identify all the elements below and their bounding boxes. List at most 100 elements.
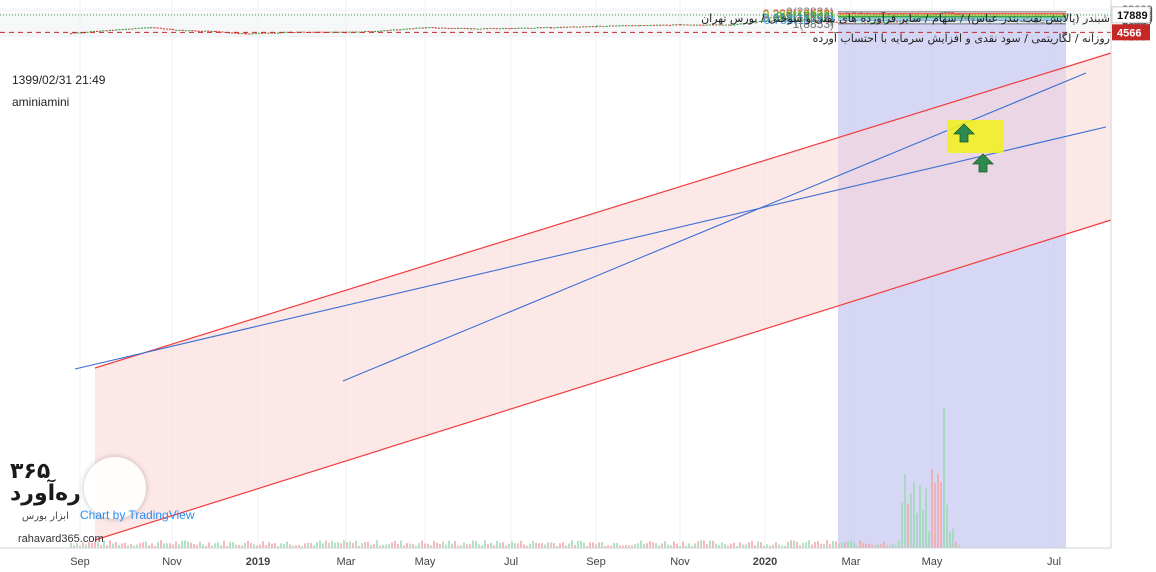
volume-bar bbox=[682, 541, 684, 548]
candle-body bbox=[605, 25, 608, 27]
volume-bar bbox=[379, 545, 381, 548]
volume-bar bbox=[886, 545, 888, 548]
volume-bar bbox=[589, 542, 591, 548]
volume-bar bbox=[472, 540, 474, 548]
volume-bar bbox=[361, 543, 363, 548]
volume-bar bbox=[373, 544, 375, 548]
volume-bar bbox=[232, 542, 234, 548]
candle-body bbox=[380, 30, 383, 32]
volume-bar bbox=[196, 544, 198, 548]
volume-bar bbox=[898, 540, 900, 548]
candle-body bbox=[70, 33, 73, 35]
candle-body bbox=[835, 21, 838, 23]
candle-body bbox=[572, 26, 575, 28]
x-tick-label: Sep bbox=[586, 556, 606, 568]
candle-body bbox=[702, 24, 705, 26]
candle-body bbox=[662, 24, 665, 26]
volume-bar bbox=[349, 541, 351, 548]
volume-bar bbox=[160, 540, 162, 548]
candle-body bbox=[245, 33, 248, 35]
volume-bar bbox=[715, 543, 717, 548]
candle-body bbox=[696, 24, 699, 26]
volume-bar bbox=[340, 543, 342, 548]
volume-bar bbox=[667, 544, 669, 548]
volume-bar bbox=[112, 543, 114, 548]
candle-body bbox=[628, 25, 631, 27]
volume-bar bbox=[319, 540, 321, 548]
volume-bar bbox=[295, 545, 297, 548]
volume-bar bbox=[724, 543, 726, 548]
candle-body bbox=[86, 31, 89, 33]
candle-body bbox=[204, 30, 207, 32]
volume-bar bbox=[346, 542, 348, 548]
candle-body bbox=[771, 20, 774, 22]
volume-bar bbox=[175, 541, 177, 548]
candle-body bbox=[331, 31, 334, 33]
volume-bar bbox=[94, 541, 96, 548]
volume-bar bbox=[943, 408, 945, 548]
candle-body bbox=[582, 26, 585, 28]
candle-body bbox=[945, 11, 948, 13]
volume-bar bbox=[121, 543, 123, 548]
volume-bar bbox=[652, 542, 654, 548]
volume-bar bbox=[412, 544, 414, 548]
candle-body bbox=[591, 26, 594, 28]
candle-body bbox=[194, 30, 197, 32]
site-link[interactable]: rahavard365.com bbox=[18, 533, 104, 545]
volume-bar bbox=[565, 545, 567, 548]
volume-bar bbox=[289, 544, 291, 548]
candle-body bbox=[159, 27, 162, 29]
candle-body bbox=[134, 28, 137, 30]
volume-bar bbox=[376, 540, 378, 548]
volume-bar bbox=[586, 545, 588, 548]
volume-bar bbox=[748, 542, 750, 548]
candle-body bbox=[608, 25, 611, 27]
x-tick-label: Jul bbox=[504, 556, 518, 568]
volume-bar bbox=[670, 545, 672, 548]
volume-bar bbox=[562, 542, 564, 548]
volume-bar bbox=[475, 541, 477, 548]
volume-bar bbox=[838, 543, 840, 548]
candle-body bbox=[231, 32, 234, 34]
volume-bar bbox=[469, 544, 471, 548]
candle-body bbox=[118, 29, 121, 31]
volume-bar bbox=[721, 542, 723, 548]
volume-bar bbox=[895, 545, 897, 548]
volume-bar bbox=[136, 544, 138, 548]
candle-body bbox=[762, 20, 765, 22]
volume-bar bbox=[388, 544, 390, 548]
candle-body bbox=[373, 31, 376, 33]
volume-bar bbox=[181, 540, 183, 548]
candle-body bbox=[408, 28, 411, 30]
candle-body bbox=[150, 27, 153, 29]
candle-body bbox=[243, 33, 246, 35]
volume-bar bbox=[73, 545, 75, 548]
volume-bar bbox=[511, 541, 513, 548]
volume-bar bbox=[256, 545, 258, 548]
candle-body bbox=[312, 31, 315, 33]
volume-bar bbox=[364, 542, 366, 548]
candle-body bbox=[533, 27, 536, 29]
candle-body bbox=[175, 29, 178, 31]
volume-bar bbox=[754, 545, 756, 548]
volume-bar bbox=[304, 543, 306, 548]
volume-bar bbox=[421, 540, 423, 548]
volume-bar bbox=[184, 540, 186, 548]
x-tick-label: Sep bbox=[70, 556, 90, 568]
volume-bar bbox=[457, 545, 459, 548]
candle-body bbox=[553, 27, 556, 29]
candle-body bbox=[957, 14, 960, 16]
volume-bar bbox=[574, 544, 576, 548]
candle-body bbox=[283, 31, 286, 33]
candle-body bbox=[578, 26, 581, 28]
volume-bar bbox=[400, 540, 402, 548]
volume-bar bbox=[628, 545, 630, 548]
candle-body bbox=[144, 27, 147, 29]
volume-bar bbox=[889, 545, 891, 548]
volume-bar bbox=[730, 543, 732, 548]
tradingview-credit[interactable]: Chart by TradingView bbox=[80, 508, 195, 522]
volume-bar bbox=[892, 544, 894, 548]
candle-body bbox=[886, 21, 889, 23]
candle-body bbox=[699, 24, 702, 26]
